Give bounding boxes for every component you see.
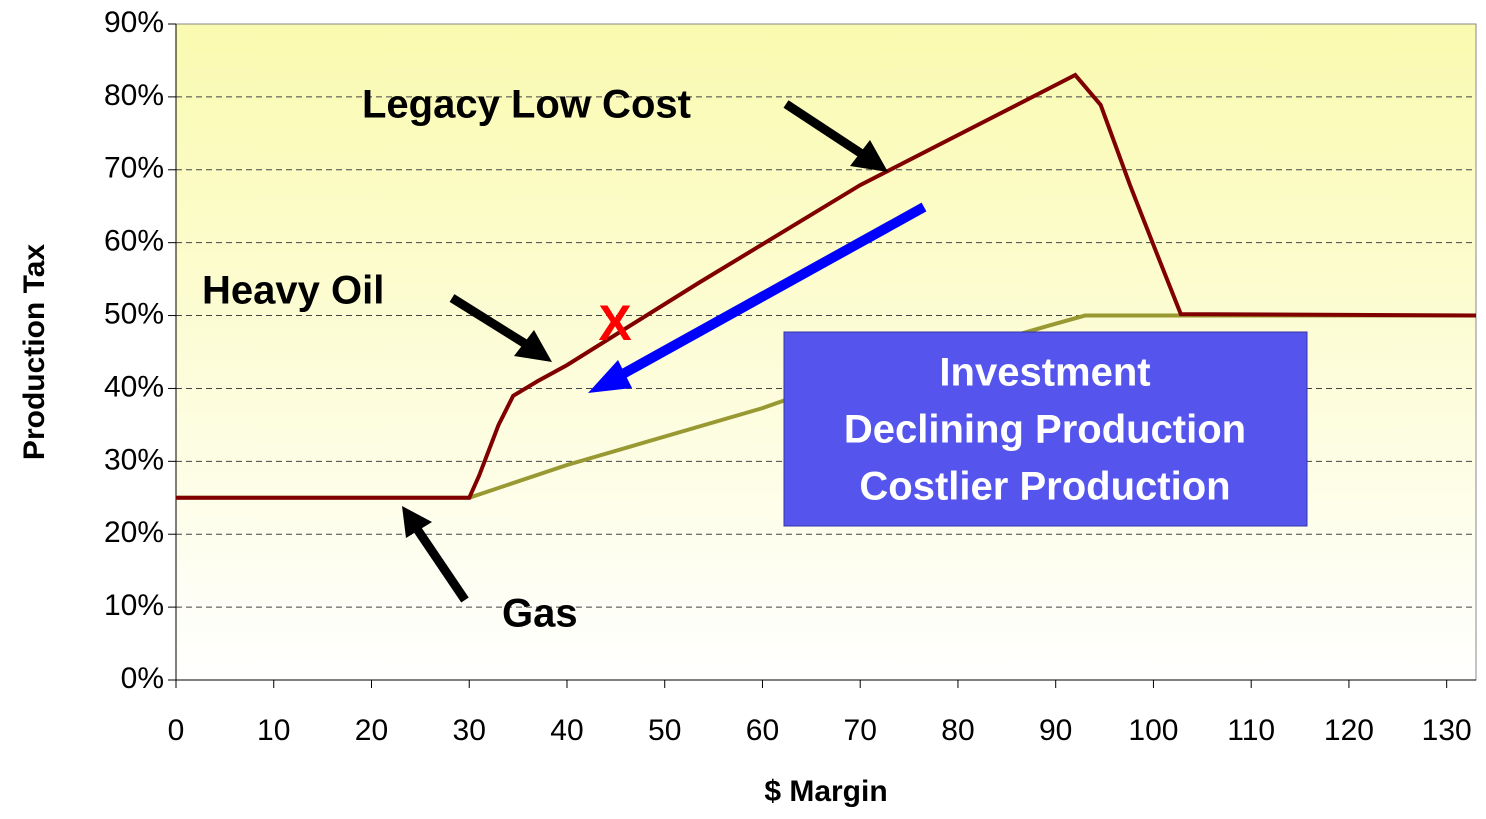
x-axis-title: $ Margin	[764, 775, 887, 808]
annotation: Heavy Oil	[202, 269, 384, 313]
x-tick-label: 120	[1324, 714, 1374, 747]
callout-text: Declining Production	[844, 408, 1246, 452]
callout-text: Costlier Production	[859, 465, 1230, 509]
x-tick-label: 110	[1227, 714, 1275, 747]
annotation: X	[598, 295, 631, 351]
series-line	[176, 72, 1477, 500]
x-tick-label: 60	[746, 714, 779, 747]
x-tick-label: 0	[168, 714, 185, 747]
y-tick-label: 80%	[104, 79, 164, 112]
annotation: Gas	[502, 592, 578, 636]
x-tick-label: 40	[550, 714, 583, 747]
x-tick-label: 130	[1422, 714, 1472, 747]
y-tick-label: 10%	[104, 589, 164, 622]
x-tick-label: 90	[1039, 714, 1072, 747]
callout-box	[783, 331, 1308, 527]
x-tick-label: 80	[941, 714, 974, 747]
x-tick-label: 70	[844, 714, 877, 747]
y-tick-label: 0%	[121, 662, 164, 695]
x-tick-label: 50	[648, 714, 681, 747]
blue-arrow	[588, 202, 927, 393]
annotation: Legacy Low Cost	[362, 83, 691, 127]
x-tick-label: 100	[1128, 714, 1178, 747]
y-tick-label: 70%	[104, 152, 164, 185]
callout-text: Investment	[939, 351, 1150, 395]
y-tick-label: 30%	[104, 443, 164, 476]
arrows	[402, 100, 888, 603]
y-axis-title: Production Tax	[18, 244, 51, 460]
y-tick-label: 50%	[104, 297, 164, 330]
x-tick-label: 30	[453, 714, 486, 747]
x-tick-label: 20	[355, 714, 388, 747]
y-tick-label: 40%	[104, 370, 164, 403]
y-tick-label: 20%	[104, 516, 164, 549]
y-tick-label: 60%	[104, 225, 164, 258]
y-tick-label: 90%	[104, 6, 164, 39]
x-tick-label: 10	[257, 714, 290, 747]
